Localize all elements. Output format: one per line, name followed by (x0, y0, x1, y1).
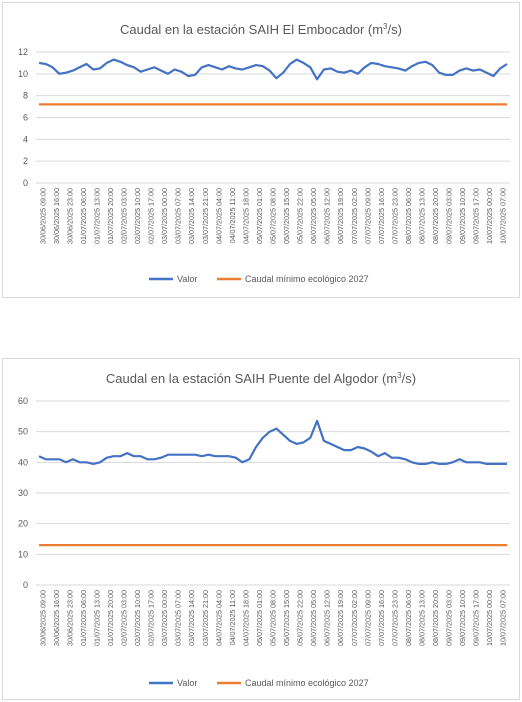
x-tick-label: 02/07/2025 17:00 (147, 188, 156, 244)
x-tick-label: 03/07/2025 21:00 (201, 590, 210, 646)
x-tick-label: 01/07/2025 13:00 (92, 590, 101, 646)
x-tick-label: 06/07/2025 12:00 (323, 590, 332, 646)
y-tick-label: 4 (23, 134, 28, 144)
x-tick-label: 05/07/2025 08:00 (269, 590, 278, 646)
x-tick-label: 01/07/2025 13:00 (92, 188, 101, 244)
x-tick-label: 08/07/2025 13:00 (417, 188, 426, 244)
x-tick-label: 30/06/2025 16:00 (52, 188, 61, 244)
x-tick-label: 03/07/2025 07:00 (174, 188, 183, 244)
legend-label-caudal-minimo: Caudal mínimo ecológico 2027 (245, 678, 369, 688)
x-tick-label: 07/07/2025 16:00 (377, 590, 386, 646)
chart-algodor: Caudal en la estación SAIH Puente del Al… (18, 371, 510, 688)
x-tick-label: 07/07/2025 23:00 (390, 590, 399, 646)
x-tick-label: 05/07/2025 08:00 (269, 188, 278, 244)
y-tick-label: 20 (18, 519, 28, 529)
x-tick-label: 09/07/2025 17:00 (472, 590, 481, 646)
x-tick-label: 05/07/2025 22:00 (296, 188, 305, 244)
x-tick-label: 03/07/2025 00:00 (160, 590, 169, 646)
chart-panel-algodor: Caudal en la estación SAIH Puente del Al… (2, 358, 520, 700)
chart-panel-embocador: Caudal en la estación SAIH El Embocador … (2, 2, 520, 298)
x-tick-label: 07/07/2025 09:00 (363, 590, 372, 646)
x-tick-label: 30/06/2025 09:00 (38, 188, 47, 244)
x-tick-label: 08/07/2025 20:00 (431, 590, 440, 646)
legend-label-valor: Valor (177, 678, 197, 688)
x-tick-label: 08/07/2025 20:00 (431, 188, 440, 244)
x-tick-label: 04/07/2025 04:00 (214, 188, 223, 244)
x-tick-label: 01/07/2025 06:00 (79, 188, 88, 244)
x-tick-label: 03/07/2025 21:00 (201, 188, 210, 244)
x-tick-label: 02/07/2025 10:00 (133, 188, 142, 244)
y-tick-label: 0 (23, 178, 28, 188)
x-tick-label: 01/07/2025 06:00 (79, 590, 88, 646)
y-tick-label: 10 (18, 549, 28, 559)
x-tick-label: 09/07/2025 17:00 (472, 188, 481, 244)
x-tick-label: 06/07/2025 19:00 (336, 188, 345, 244)
x-tick-label: 06/07/2025 12:00 (323, 188, 332, 244)
x-tick-label: 10/07/2025 07:00 (499, 188, 508, 244)
chart-title: Caudal en la estación SAIH Puente del Al… (106, 371, 416, 386)
x-tick-label: 07/07/2025 09:00 (363, 188, 372, 244)
x-tick-label: 01/07/2025 20:00 (106, 188, 115, 244)
y-tick-label: 12 (18, 47, 28, 57)
x-tick-label: 10/07/2025 00:00 (485, 188, 494, 244)
x-tick-label: 03/07/2025 00:00 (160, 188, 169, 244)
x-tick-label: 05/07/2025 15:00 (282, 188, 291, 244)
x-tick-label: 09/07/2025 10:00 (458, 188, 467, 244)
x-tick-label: 01/07/2025 20:00 (106, 590, 115, 646)
y-tick-label: 40 (18, 457, 28, 467)
x-tick-label: 08/07/2025 13:00 (417, 590, 426, 646)
x-tick-label: 07/07/2025 23:00 (390, 188, 399, 244)
y-tick-label: 10 (18, 69, 28, 79)
y-tick-label: 30 (18, 488, 28, 498)
series-line-valor (38, 419, 507, 466)
series-line-valor (38, 58, 508, 81)
x-tick-label: 05/07/2025 22:00 (296, 590, 305, 646)
y-tick-label: 50 (18, 427, 28, 437)
chart-title: Caudal en la estación SAIH El Embocador … (120, 22, 402, 37)
x-tick-label: 03/07/2025 14:00 (187, 188, 196, 244)
x-tick-label: 30/06/2025 16:00 (52, 590, 61, 646)
x-tick-label: 04/07/2025 11:00 (228, 188, 237, 243)
x-tick-label: 04/07/2025 04:00 (214, 590, 223, 646)
x-tick-label: 06/07/2025 05:00 (309, 590, 318, 646)
x-tick-label: 07/07/2025 16:00 (377, 188, 386, 244)
legend-label-caudal-minimo: Caudal mínimo ecológico 2027 (245, 274, 369, 284)
x-tick-label: 06/07/2025 19:00 (336, 590, 345, 646)
x-tick-label: 05/07/2025 15:00 (282, 590, 291, 646)
x-tick-label: 09/07/2025 10:00 (458, 590, 467, 646)
x-tick-label: 09/07/2025 03:00 (445, 590, 454, 646)
x-tick-label: 02/07/2025 03:00 (120, 188, 129, 244)
x-tick-label: 09/07/2025 03:00 (445, 188, 454, 244)
x-tick-label: 08/07/2025 06:00 (404, 590, 413, 646)
x-tick-label: 03/07/2025 07:00 (174, 590, 183, 646)
x-tick-label: 08/07/2025 06:00 (404, 188, 413, 244)
x-tick-label: 07/07/2025 02:00 (350, 590, 359, 646)
x-tick-label: 30/06/2025 23:00 (65, 188, 74, 244)
y-tick-label: 0 (23, 580, 28, 590)
x-tick-label: 03/07/2025 14:00 (187, 590, 196, 646)
x-tick-label: 02/07/2025 10:00 (133, 590, 142, 646)
x-tick-label: 30/06/2025 23:00 (65, 590, 74, 646)
y-tick-label: 2 (23, 156, 28, 166)
x-tick-label: 04/07/2025 18:00 (241, 188, 250, 244)
x-tick-label: 05/07/2025 01:00 (255, 188, 264, 244)
x-tick-label: 30/06/2025 09:00 (38, 590, 47, 646)
x-tick-label: 07/07/2025 02:00 (350, 188, 359, 244)
x-tick-label: 05/07/2025 01:00 (255, 590, 264, 646)
chart-embocador: Caudal en la estación SAIH El Embocador … (18, 22, 510, 284)
y-tick-label: 60 (18, 396, 28, 406)
x-tick-label: 04/07/2025 18:00 (241, 590, 250, 646)
x-tick-label: 02/07/2025 03:00 (120, 590, 129, 646)
x-tick-label: 02/07/2025 17:00 (147, 590, 156, 646)
x-tick-label: 04/07/2025 11:00 (228, 590, 237, 645)
y-tick-label: 6 (23, 113, 28, 123)
x-tick-label: 10/07/2025 07:00 (499, 590, 508, 646)
legend-label-valor: Valor (177, 274, 197, 284)
x-tick-label: 10/07/2025 00:00 (485, 590, 494, 646)
x-tick-label: 06/07/2025 05:00 (309, 188, 318, 244)
y-tick-label: 8 (23, 91, 28, 101)
